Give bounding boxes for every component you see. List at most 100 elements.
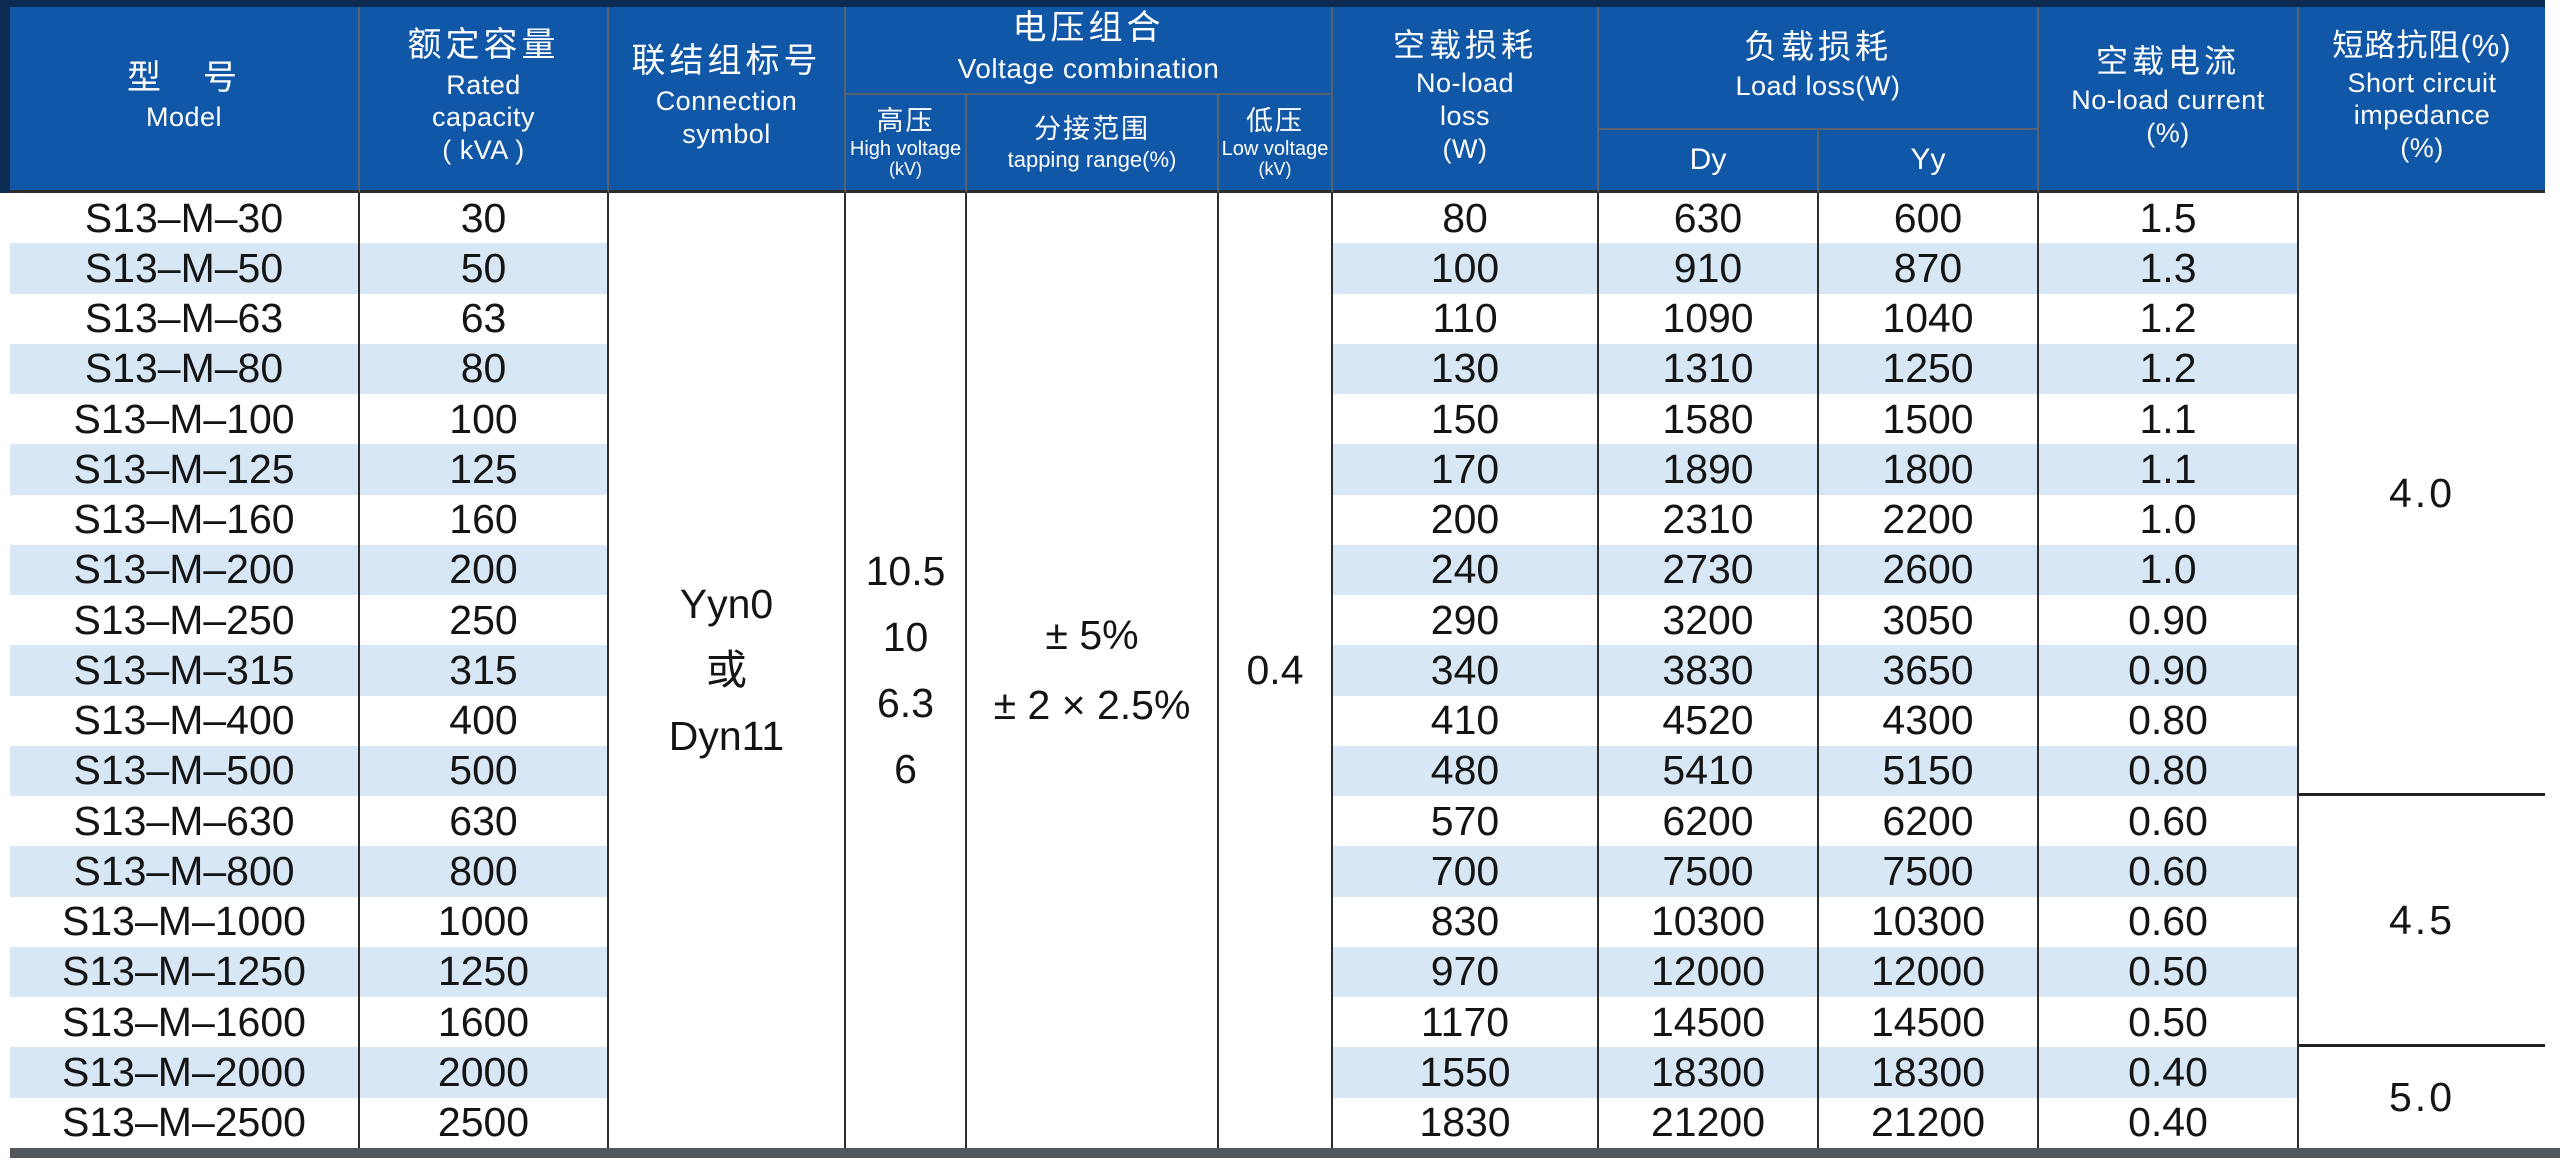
- header-dy-column: Dy: [1599, 130, 1819, 193]
- cell-no-load-current: 0.60: [2039, 896, 2299, 947]
- merged-tapping-range: ± 5% ± 2 × 2.5%: [967, 193, 1219, 1148]
- cell-capacity: 800: [360, 846, 609, 897]
- cell-model: S13–M–315: [10, 645, 360, 696]
- header-lv-en: Low voltage: [1221, 137, 1329, 160]
- cell-capacity: 160: [360, 494, 609, 545]
- merged-impedance-group-3: 5.0: [2299, 1047, 2545, 1148]
- cell-no-load-loss: 200: [1333, 494, 1599, 545]
- merged-high-voltage: 10.5 10 6.3 6: [846, 193, 967, 1148]
- cell-capacity: 200: [360, 544, 609, 595]
- cell-no-load-loss: 970: [1333, 946, 1599, 997]
- cell-no-load-loss: 290: [1333, 595, 1599, 646]
- cell-load-loss-yy: 3050: [1819, 595, 2039, 646]
- cell-no-load-current: 0.60: [2039, 796, 2299, 847]
- header-tap-zh: 分接范围: [1034, 113, 1150, 144]
- cell-no-load-loss: 700: [1333, 846, 1599, 897]
- cell-load-loss-dy: 1890: [1599, 444, 1819, 495]
- header-lv-unit: (kV): [1258, 159, 1292, 180]
- cell-model: S13–M–400: [10, 695, 360, 746]
- cell-capacity: 2000: [360, 1047, 609, 1098]
- cell-load-loss-dy: 2310: [1599, 494, 1819, 545]
- cell-no-load-loss: 100: [1333, 243, 1599, 294]
- cell-no-load-current: 0.90: [2039, 645, 2299, 696]
- cell-load-loss-dy: 4520: [1599, 695, 1819, 746]
- cell-no-load-current: 1.0: [2039, 494, 2299, 545]
- cell-load-loss-dy: 1090: [1599, 293, 1819, 344]
- header-noload-en2: loss: [1439, 101, 1490, 132]
- cell-no-load-loss: 110: [1333, 293, 1599, 344]
- cell-load-loss-dy: 5410: [1599, 745, 1819, 796]
- cell-capacity: 100: [360, 394, 609, 445]
- header-voltage-en: Voltage combination: [957, 53, 1220, 85]
- header-loadloss-zh: 负载损耗: [1744, 28, 1892, 66]
- cell-capacity: 400: [360, 695, 609, 746]
- cell-no-load-loss: 830: [1333, 896, 1599, 947]
- header-low-voltage: 低压 Low voltage (kV): [1219, 95, 1333, 193]
- cell-load-loss-yy: 1040: [1819, 293, 2039, 344]
- cell-capacity: 80: [360, 343, 609, 394]
- cell-model: S13–M–630: [10, 796, 360, 847]
- header-impedance-zh: 短路抗阻(%): [2332, 27, 2512, 63]
- cell-load-loss-yy: 18300: [1819, 1047, 2039, 1098]
- cell-load-loss-dy: 18300: [1599, 1047, 1819, 1098]
- header-voltage-zh: 电压组合: [1012, 9, 1165, 48]
- header-current-en2: (%): [2146, 117, 2190, 148]
- hv-line-1: 10.5: [865, 548, 946, 595]
- cell-no-load-loss: 480: [1333, 745, 1599, 796]
- cell-load-loss-yy: 7500: [1819, 846, 2039, 897]
- header-load-loss: 负载损耗 Load loss(W): [1599, 0, 2039, 130]
- connection-line-2: 或: [706, 647, 747, 694]
- cell-no-load-current: 1.0: [2039, 544, 2299, 595]
- cell-no-load-current: 1.1: [2039, 394, 2299, 445]
- cell-capacity: 2500: [360, 1097, 609, 1148]
- header-noload-en1: No-load: [1415, 68, 1515, 99]
- cell-no-load-current: 0.40: [2039, 1097, 2299, 1148]
- cell-capacity: 30: [360, 193, 609, 244]
- cell-no-load-current: 0.60: [2039, 846, 2299, 897]
- cell-load-loss-dy: 12000: [1599, 946, 1819, 997]
- cell-capacity: 1600: [360, 997, 609, 1048]
- cell-load-loss-dy: 910: [1599, 243, 1819, 294]
- header-tap-en: tapping range(%): [1007, 146, 1177, 172]
- cell-model: S13–M–250: [10, 595, 360, 646]
- header-tapping-range: 分接范围 tapping range(%): [967, 95, 1219, 193]
- cell-load-loss-dy: 21200: [1599, 1097, 1819, 1148]
- cell-load-loss-dy: 14500: [1599, 997, 1819, 1048]
- cell-load-loss-yy: 12000: [1819, 946, 2039, 997]
- header-current-en1: No-load current: [2071, 84, 2265, 115]
- header-noload-en3: (W): [1442, 134, 1488, 165]
- tap-line-2: ± 2 × 2.5%: [993, 682, 1191, 729]
- merged-connection-symbol: Yyn0 或 Dyn11: [609, 193, 846, 1148]
- header-voltage-combination: 电压组合 Voltage combination: [846, 0, 1333, 95]
- header-hv-unit: (kV): [889, 159, 922, 180]
- header-noload-zh: 空载损耗: [1392, 27, 1537, 63]
- cell-model: S13–M–1600: [10, 997, 360, 1048]
- header-capacity-en3: ( kVA ): [442, 135, 525, 166]
- cell-capacity: 63: [360, 293, 609, 344]
- header-impedance-en1: Short circuit: [2347, 67, 2497, 98]
- cell-load-loss-yy: 21200: [1819, 1097, 2039, 1148]
- cell-load-loss-yy: 1250: [1819, 343, 2039, 394]
- header-rated-capacity: 额定容量 Rated capacity ( kVA ): [360, 0, 609, 193]
- cell-no-load-current: 1.3: [2039, 243, 2299, 294]
- cell-no-load-loss: 150: [1333, 394, 1599, 445]
- hv-line-3: 6.3: [877, 680, 934, 727]
- header-connection-en2: symbol: [682, 118, 771, 149]
- cell-model: S13–M–800: [10, 846, 360, 897]
- cell-no-load-current: 1.2: [2039, 293, 2299, 344]
- merged-impedance-group-1: 4.0: [2299, 193, 2545, 796]
- header-left-edge: [0, 0, 10, 193]
- cell-no-load-loss: 1170: [1333, 997, 1599, 1048]
- cell-model: S13–M–30: [10, 193, 360, 244]
- cell-load-loss-yy: 5150: [1819, 745, 2039, 796]
- header-hv-zh: 高压: [876, 105, 935, 136]
- cell-load-loss-dy: 6200: [1599, 796, 1819, 847]
- cell-no-load-loss: 1830: [1333, 1097, 1599, 1148]
- cell-load-loss-dy: 3830: [1599, 645, 1819, 696]
- merged-impedance-group-2: 4.5: [2299, 796, 2545, 1048]
- header-model-zh: 型 号: [127, 58, 241, 97]
- cell-load-loss-dy: 3200: [1599, 595, 1819, 646]
- header-short-circuit-impedance: 短路抗阻(%) Short circuit impedance (%): [2299, 0, 2545, 193]
- header-no-load-current: 空载电流 No-load current (%): [2039, 0, 2299, 193]
